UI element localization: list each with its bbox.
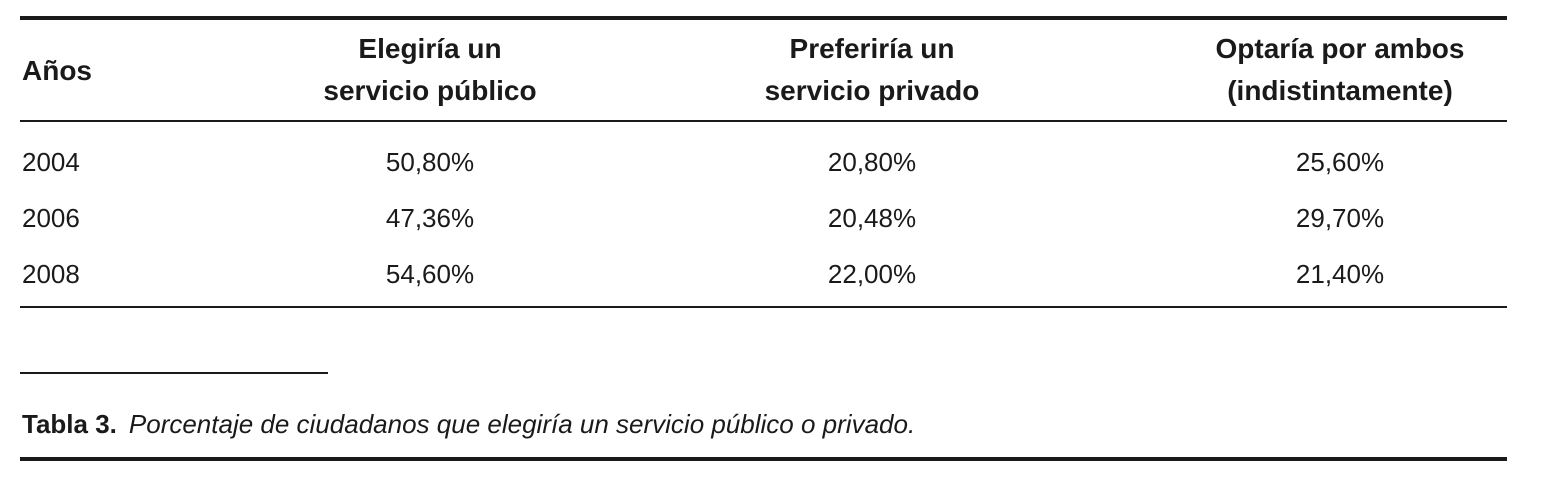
cell-both: 21,40% <box>1295 259 1385 289</box>
cell-year: 2006 <box>22 203 80 233</box>
table-top-rule <box>20 16 1507 20</box>
header-public-line-1: Elegiría un <box>358 33 502 64</box>
table-row: 2004 50,80% 20,80% 25,60% <box>0 134 1541 190</box>
cell-year: 2004 <box>22 147 80 177</box>
caption-separator-rule <box>20 372 328 374</box>
cell-private: 20,48% <box>827 203 917 233</box>
cell-year: 2008 <box>22 259 80 289</box>
header-both-line-2: (indistintamente) <box>1227 75 1453 106</box>
table-header-rule <box>20 120 1507 122</box>
header-years: Años <box>22 50 92 92</box>
cell-private: 20,80% <box>827 147 917 177</box>
table-row: 2006 47,36% 20,48% 29,70% <box>0 190 1541 246</box>
header-years-label: Años <box>22 55 92 86</box>
cell-public: 54,60% <box>385 259 475 289</box>
caption-label: Tabla 3. <box>22 409 117 439</box>
caption-text: Porcentaje de ciudadanos que elegiría un… <box>128 409 916 439</box>
header-public-line-2: servicio público <box>323 75 537 106</box>
header-private-service: Preferiría un servicio privado <box>722 28 1022 112</box>
header-private-line-1: Preferiría un <box>789 33 955 64</box>
header-public-service: Elegiría un servicio público <box>280 28 580 112</box>
cell-both: 29,70% <box>1295 203 1385 233</box>
cell-private: 22,00% <box>827 259 917 289</box>
table-bottom-rule <box>20 306 1507 308</box>
table-row: 2008 54,60% 22,00% 21,40% <box>0 246 1541 302</box>
header-both-line-1: Optaría por ambos <box>1215 33 1465 64</box>
caption-bottom-rule <box>20 457 1507 461</box>
header-private-line-2: servicio privado <box>764 75 980 106</box>
cell-public: 47,36% <box>385 203 475 233</box>
header-both-services: Optaría por ambos (indistintamente) <box>1180 28 1500 112</box>
table-caption: Tabla 3. Porcentaje de ciudadanos que ele… <box>22 400 915 448</box>
cell-both: 25,60% <box>1295 147 1385 177</box>
cell-public: 50,80% <box>385 147 475 177</box>
